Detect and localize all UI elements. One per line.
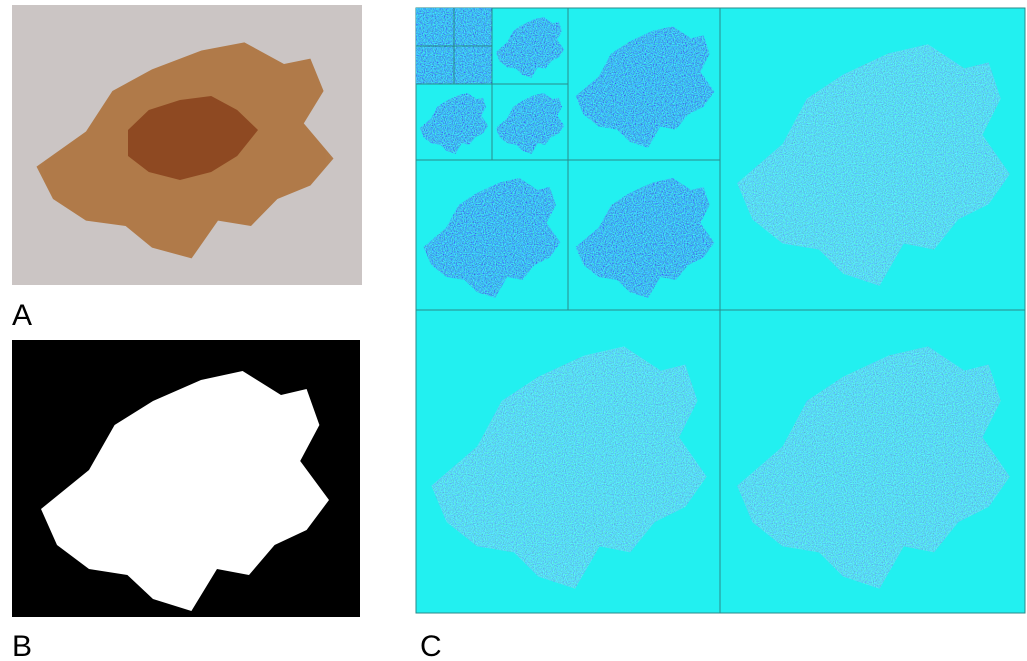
page: A B C	[0, 0, 1027, 661]
panel-a: A	[12, 5, 362, 332]
panel-label: B	[12, 630, 32, 661]
panel-c: C	[416, 8, 1025, 661]
panel-label: A	[12, 299, 32, 332]
panel-b: B	[12, 335, 360, 661]
figure: A B C	[0, 0, 1027, 661]
panel-label: C	[420, 630, 442, 661]
